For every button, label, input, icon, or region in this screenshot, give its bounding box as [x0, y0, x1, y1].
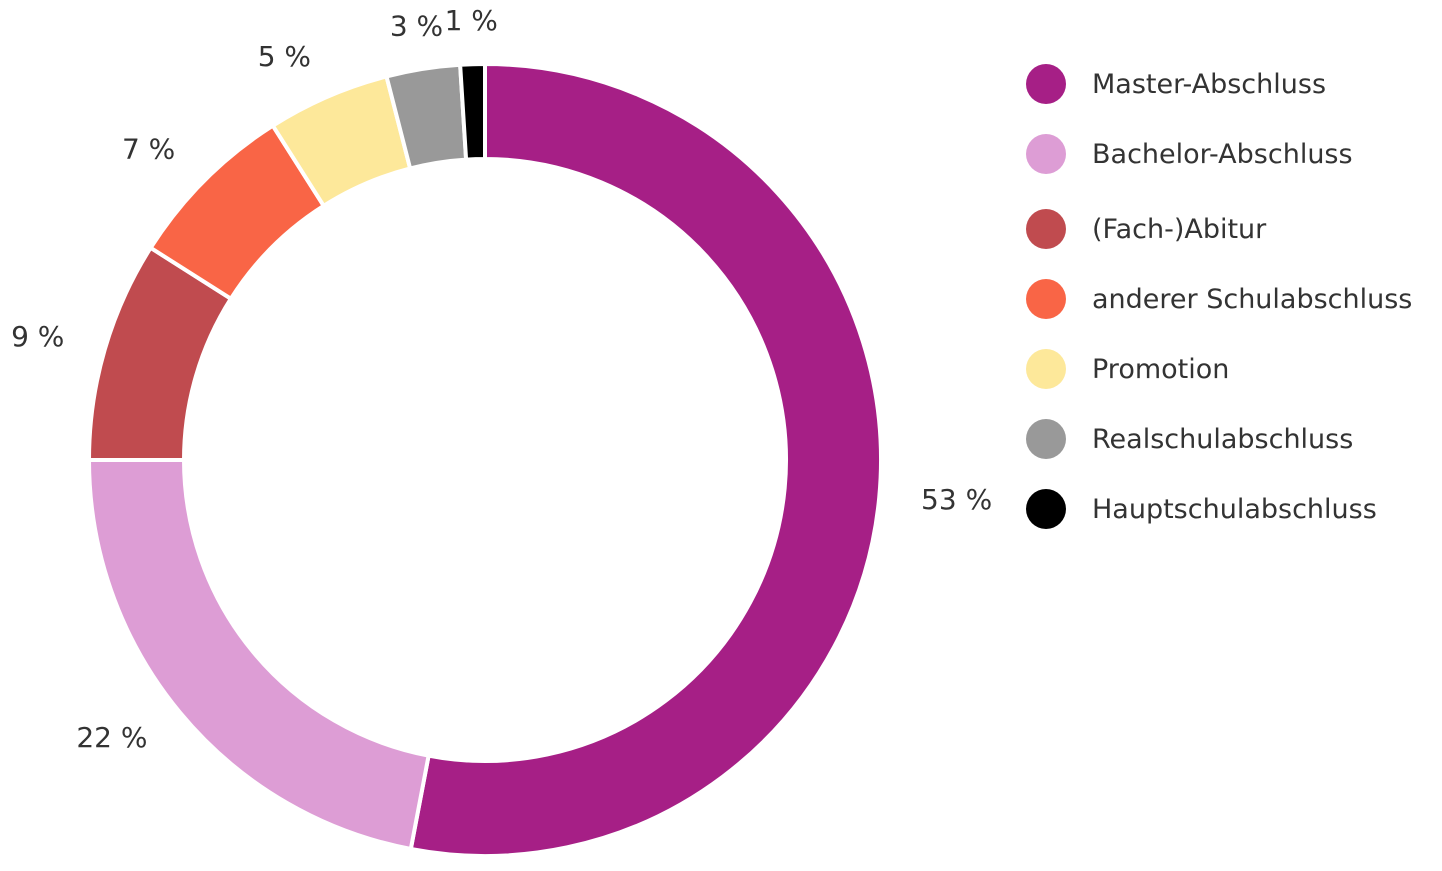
legend-item-bachelor[interactable]: Bachelor-Abschluss	[1026, 134, 1436, 174]
slices-group	[86, 61, 883, 858]
legend-item-hauptschulabschluss[interactable]: Hauptschulabschluss	[1026, 489, 1436, 529]
slice-label-fach-abitur: 9 %	[11, 320, 64, 353]
slice-label-anderer-schulabschluss: 7 %	[122, 132, 175, 165]
slice-label-realschulabschluss: 3 %	[390, 9, 443, 42]
slice-label-hauptschulabschluss: 1 %	[445, 4, 498, 37]
legend-label-anderer-schulabschluss: anderer Schulabschluss	[1092, 283, 1413, 315]
legend: Master-Abschluss Bachelor-Abschluss (Fac…	[1026, 64, 1436, 559]
legend-swatch-realschulabschluss	[1026, 419, 1066, 459]
slice-hauptschulabschluss[interactable]	[458, 61, 487, 162]
slice-label-bachelor-abschluss: 22 %	[76, 721, 147, 754]
legend-label-hauptschulabschluss: Hauptschulabschluss	[1092, 493, 1377, 525]
legend-item-realschulabschluss[interactable]: Realschulabschluss	[1026, 419, 1436, 459]
slice-master-abschluss[interactable]	[408, 61, 883, 858]
legend-label-promotion: Promotion	[1092, 353, 1230, 385]
slice-label-promotion: 5 %	[258, 40, 311, 73]
legend-swatch-master	[1026, 64, 1066, 104]
legend-label-bachelor: Bachelor-Abschluss	[1092, 138, 1353, 170]
legend-swatch-anderer-schulabschluss	[1026, 279, 1066, 319]
legend-item-promotion[interactable]: Promotion	[1026, 349, 1436, 389]
legend-item-abitur[interactable]: (Fach-)Abitur	[1026, 209, 1436, 249]
legend-swatch-promotion	[1026, 349, 1066, 389]
legend-label-master: Master-Abschluss	[1092, 68, 1327, 100]
legend-item-anderer-schulabschluss[interactable]: anderer Schulabschluss	[1026, 279, 1436, 319]
legend-swatch-bachelor	[1026, 134, 1066, 174]
slice-label-master-abschluss: 53 %	[921, 483, 992, 516]
legend-label-abitur: (Fach-)Abitur	[1092, 213, 1267, 245]
legend-swatch-abitur	[1026, 209, 1066, 249]
legend-swatch-hauptschulabschluss	[1026, 489, 1066, 529]
slice-bachelor-abschluss[interactable]	[86, 458, 431, 852]
legend-item-master[interactable]: Master-Abschluss	[1026, 64, 1436, 104]
legend-label-realschulabschluss: Realschulabschluss	[1092, 423, 1354, 455]
labels-group: 53 % 22 % 9 % 7 % 5 % 3 % 1 %	[11, 4, 992, 754]
